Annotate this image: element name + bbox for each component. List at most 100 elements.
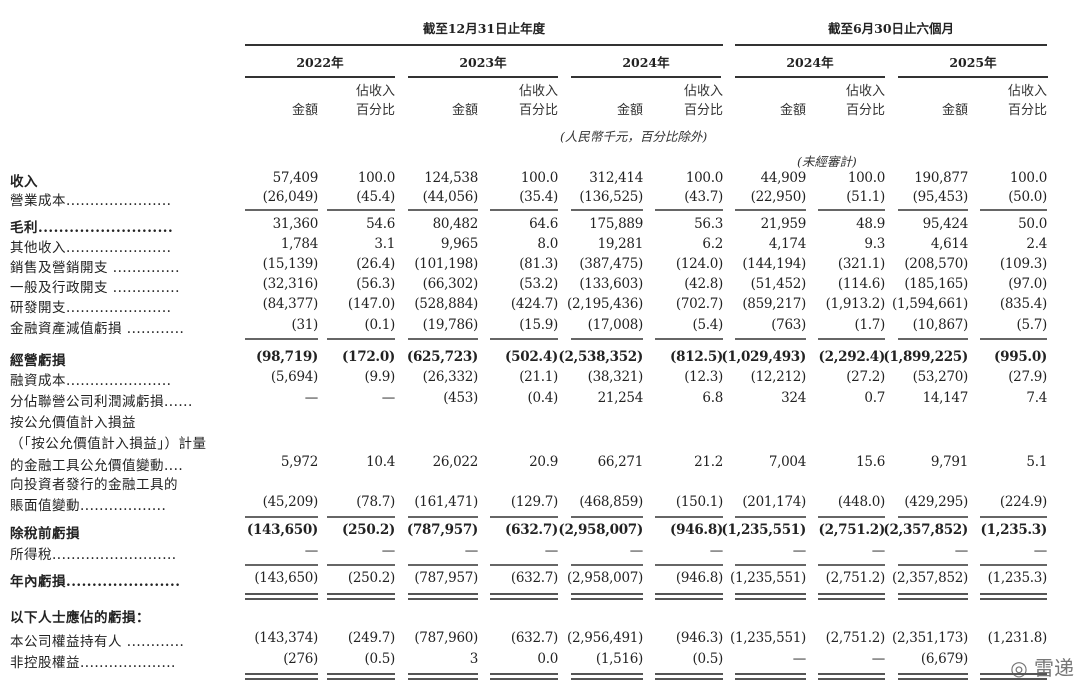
divider <box>735 44 1047 46</box>
sum-underline <box>735 338 806 340</box>
sum-underline <box>898 209 968 211</box>
sum-underline <box>571 564 643 566</box>
table-cell: (763) <box>771 317 806 333</box>
table-cell: (136,525) <box>579 189 643 205</box>
table-cell: (35.4) <box>519 189 558 205</box>
watermark-text: 雷递 <box>1034 656 1074 680</box>
table-cell: (42.8) <box>684 276 723 292</box>
sum-underline <box>408 338 478 340</box>
unaudited-note: (未經審計) <box>797 154 857 169</box>
row-label: 非控股權益.................... <box>10 655 176 671</box>
total-double-underline <box>735 673 806 675</box>
sum-underline <box>245 516 318 518</box>
table-cell: (1,235.3) <box>980 522 1048 538</box>
sum-underline <box>898 338 968 340</box>
table-cell: (22,950) <box>750 189 807 205</box>
table-cell: (185,165) <box>904 276 968 292</box>
sum-underline <box>571 209 643 211</box>
table-cell: (2,357,852) <box>892 570 968 586</box>
table-cell: (528,884) <box>414 296 478 312</box>
sum-underline <box>980 516 1047 518</box>
weibo-icon: ◎ <box>1010 656 1028 680</box>
total-double-underline <box>735 593 806 595</box>
table-cell: 5.1 <box>1026 454 1047 470</box>
table-cell: (2,351,173) <box>892 630 968 646</box>
total-double-underline <box>245 673 318 675</box>
year-header: 2024年 <box>786 55 834 70</box>
total-double-underline <box>245 598 318 600</box>
table-cell: 190,877 <box>914 170 968 186</box>
table-cell: (5.7) <box>1016 317 1047 333</box>
table-cell: (0.5) <box>692 651 723 667</box>
table-cell: (632.7) <box>510 570 558 586</box>
table-cell: (1,231.8) <box>987 630 1048 646</box>
total-double-underline <box>735 678 806 680</box>
table-cell: (250.2) <box>347 570 395 586</box>
table-cell: (5,694) <box>270 369 318 385</box>
table-cell: (201,174) <box>742 494 806 510</box>
total-double-underline <box>898 598 968 600</box>
table-cell: 44,909 <box>760 170 807 186</box>
row-label: 按公允價值計入損益 <box>10 415 136 431</box>
divider <box>735 76 885 78</box>
table-cell: (19,786) <box>422 317 479 333</box>
table-cell: (1,235,551) <box>730 630 806 646</box>
table-cell: (45,209) <box>262 494 319 510</box>
total-double-underline <box>655 598 723 600</box>
total-double-underline <box>571 593 643 595</box>
table-cell: (946.8) <box>675 570 723 586</box>
table-cell: 21,254 <box>597 390 644 406</box>
divider <box>898 76 1048 78</box>
total-double-underline <box>818 593 885 595</box>
table-cell: (124.0) <box>675 256 723 272</box>
table-cell: 48.9 <box>856 216 885 232</box>
table-cell: (109.3) <box>999 256 1047 272</box>
table-cell: 54.6 <box>366 216 395 232</box>
table-cell: 175,889 <box>589 216 643 232</box>
sum-underline <box>327 338 395 340</box>
table-cell: 7.4 <box>1026 390 1047 406</box>
sum-underline <box>490 209 558 211</box>
row-label: 收入 <box>10 174 38 190</box>
table-cell: 4,174 <box>768 236 806 252</box>
table-cell: 9.3 <box>864 236 885 252</box>
row-label: 除稅前虧損 <box>10 526 80 542</box>
table-cell: 100.0 <box>520 170 558 186</box>
table-cell: 10.4 <box>366 454 395 470</box>
table-cell: (17,008) <box>587 317 644 333</box>
divider <box>245 76 395 78</box>
row-label: 研發開支...................... <box>10 300 172 316</box>
table-cell: 3.1 <box>374 236 395 252</box>
table-cell: (97.0) <box>1008 276 1047 292</box>
total-double-underline <box>408 678 478 680</box>
table-cell: 3 <box>469 651 479 667</box>
table-cell: 5,972 <box>280 454 318 470</box>
sum-underline <box>408 209 478 211</box>
sum-underline <box>327 564 395 566</box>
total-double-underline <box>980 673 1047 675</box>
table-cell: 56.3 <box>694 216 723 232</box>
table-cell: (250.2) <box>342 522 395 538</box>
table-cell: (50.0) <box>1008 189 1047 205</box>
table-cell: (0.4) <box>527 390 558 406</box>
table-cell: (21.1) <box>519 369 558 385</box>
table-cell: 7,004 <box>768 454 806 470</box>
table-cell: 21.2 <box>694 454 723 470</box>
table-cell: (787,957) <box>406 522 478 538</box>
total-double-underline <box>655 593 723 595</box>
row-label: 一般及行政開支 .............. <box>10 280 180 296</box>
sum-underline <box>655 516 723 518</box>
table-cell: 15.6 <box>856 454 885 470</box>
table-cell: (2,751.2) <box>825 630 886 646</box>
table-cell: (1,235,551) <box>730 570 806 586</box>
divider <box>408 76 558 78</box>
table-cell: (859,217) <box>742 296 806 312</box>
table-cell: (632.7) <box>510 630 558 646</box>
pct-column-header-line1: 佔收入 <box>355 84 395 99</box>
table-cell: (502.4) <box>505 349 558 365</box>
table-cell: (26,049) <box>262 189 319 205</box>
table-cell: — <box>871 651 886 667</box>
table-cell: 57,409 <box>272 170 319 186</box>
table-cell: (98,719) <box>255 349 318 365</box>
table-cell: (946.8) <box>670 522 723 538</box>
